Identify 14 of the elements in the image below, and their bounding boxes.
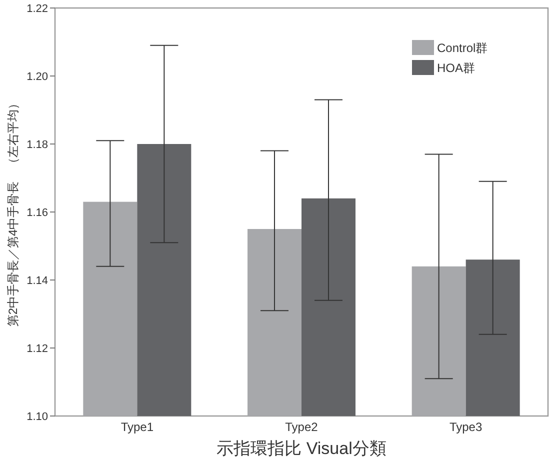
x-axis-title: 示指環指比 Visual分類 (216, 439, 386, 458)
legend-label: HOA群 (437, 61, 476, 75)
x-tick-label: Type2 (285, 420, 318, 434)
y-tick-label: 1.22 (26, 3, 48, 15)
y-tick-label: 1.14 (26, 275, 48, 287)
y-tick-label: 1.10 (26, 411, 48, 423)
y-tick-label: 1.16 (26, 207, 48, 219)
y-tick-label: 1.20 (26, 71, 48, 83)
y-tick-label: 1.18 (26, 139, 48, 151)
x-tick-label: Type3 (449, 420, 482, 434)
x-tick-label: Type1 (120, 420, 154, 434)
legend-label: Control群 (437, 41, 488, 55)
y-axis-title: 第2中手骨長／第4中手骨長 （左右平均） (6, 97, 20, 327)
y-tick-label: 1.12 (26, 343, 48, 355)
